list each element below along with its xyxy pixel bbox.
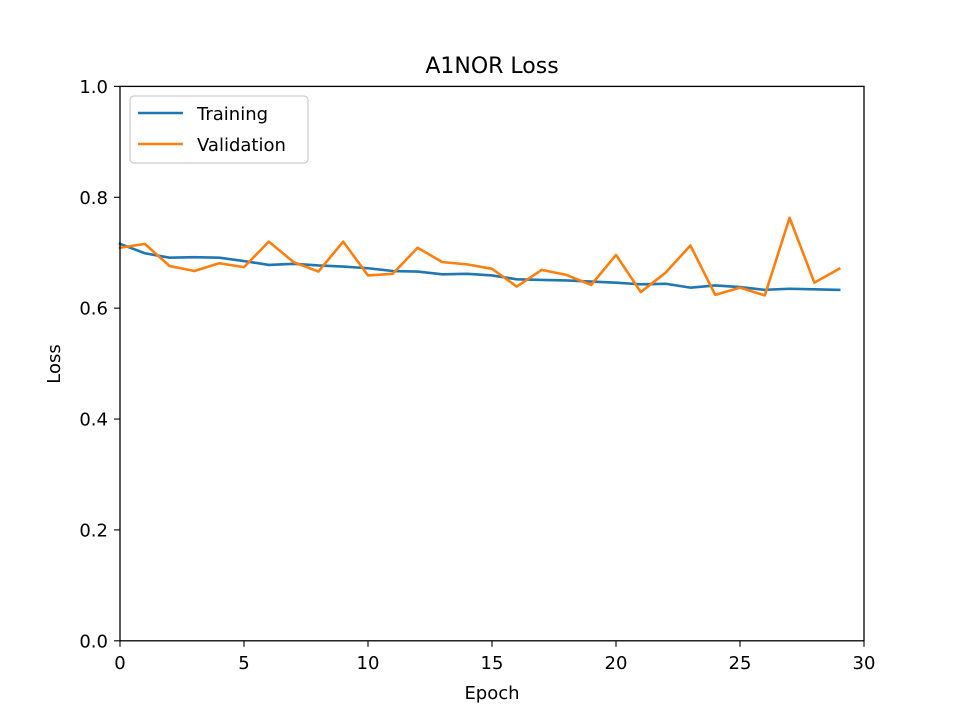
legend-label-validation: Validation — [197, 135, 286, 156]
x-tick-label: 30 — [853, 653, 876, 674]
legend: Training Validation — [130, 96, 308, 163]
y-tick-label: 0.6 — [79, 299, 108, 320]
y-tick-label: 0.0 — [79, 631, 108, 652]
legend-label-training: Training — [196, 104, 268, 125]
y-tick-label: 0.2 — [79, 520, 108, 541]
y-tick-label: 1.0 — [79, 77, 108, 98]
chart-title: A1NOR Loss — [425, 54, 558, 79]
y-tick-label: 0.8 — [79, 188, 108, 209]
x-tick-label: 5 — [238, 653, 249, 674]
y-tick-label: 0.4 — [79, 410, 108, 431]
x-tick-label: 20 — [605, 653, 628, 674]
x-tick-label: 0 — [114, 653, 125, 674]
x-axis-label: Epoch — [464, 683, 519, 704]
x-tick-label: 15 — [481, 653, 504, 674]
x-tick-label: 25 — [729, 653, 752, 674]
y-axis-label: Loss — [44, 344, 65, 383]
x-tick-label: 10 — [357, 653, 380, 674]
